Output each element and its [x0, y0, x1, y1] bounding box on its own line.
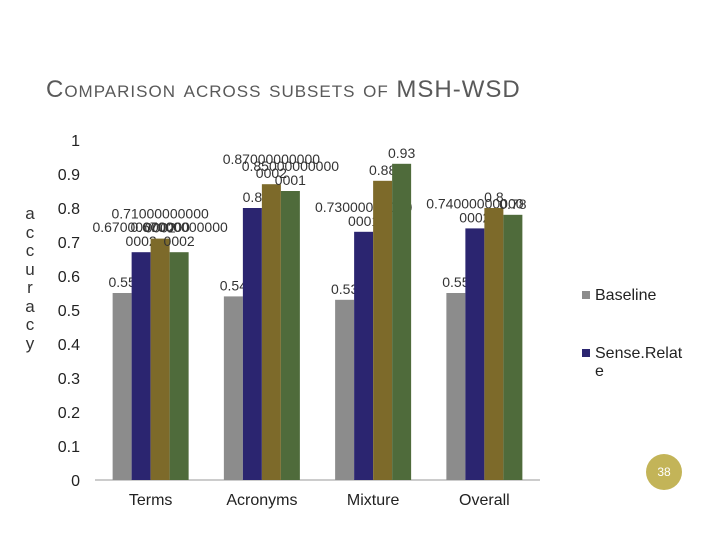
data-label: 0.67000000000 0002 [130, 219, 228, 249]
y-axis-label-letter: c [25, 222, 35, 242]
data-label-line: 0002 [256, 165, 287, 181]
data-label: 0.8 [243, 189, 263, 205]
y-tick-label: 0.5 [58, 303, 80, 320]
y-axis-label-letter: r [27, 278, 33, 297]
legend-label: Sense.Relat e [595, 345, 683, 380]
bar [465, 228, 485, 480]
bar [150, 238, 170, 480]
legend-label-line: Sense.Relat [595, 345, 683, 362]
legend-swatch [582, 349, 590, 357]
bar [242, 208, 262, 480]
data-label-line: 0.78 [499, 196, 526, 212]
bar [223, 296, 243, 480]
data-label-line: 0.67000000000 [130, 219, 228, 235]
bar [112, 293, 132, 480]
data-label-line: 0.55 [109, 274, 136, 290]
y-tick-label: 0.4 [58, 337, 80, 354]
bar [335, 299, 355, 480]
bar [373, 180, 393, 481]
y-axis-label-letter: c [25, 241, 35, 260]
data-label: 0.74000000000 0002 [426, 195, 524, 225]
bar [280, 191, 300, 480]
data-label: 0.71000000000 0002 [111, 206, 209, 236]
data-label: 0.85000000000 0001 [242, 158, 340, 188]
data-label: 0.78 [499, 196, 526, 212]
y-axis-label-letter: a [25, 296, 35, 316]
data-label: 0.53 [331, 281, 358, 297]
data-label: 0.55 [442, 274, 469, 290]
data-label-line: 0002 [164, 233, 195, 249]
data-label-line: 0.87000000000 [223, 151, 321, 167]
y-axis-label-letter: a [25, 204, 35, 223]
data-label-line: 0.93 [388, 145, 415, 161]
bar [354, 231, 374, 480]
data-label: 0.55 [109, 274, 136, 290]
data-label-line: 0001 [275, 172, 306, 188]
bar [169, 252, 189, 480]
data-label-line: 0.88 [369, 162, 396, 178]
data-label-line: 0002 [459, 209, 490, 225]
bar [261, 184, 281, 480]
y-tick-label: 0.7 [58, 235, 80, 252]
y-axis-label-letter: c [25, 315, 35, 334]
data-label: 0.88 [369, 162, 396, 178]
data-label-line: 0.55 [442, 274, 469, 290]
bar [484, 208, 504, 480]
y-tick-label: 0.6 [58, 269, 80, 286]
x-tick-label: Terms [129, 492, 173, 509]
y-tick-label: 0.8 [58, 201, 80, 218]
data-label: 0.8 [484, 189, 504, 205]
data-label-line: 0.8 [243, 189, 263, 205]
bar [131, 252, 151, 480]
data-label: 0.67000000000 0002 [92, 219, 190, 249]
data-label-line: 0.54 [220, 277, 247, 293]
legend-swatch [582, 291, 590, 299]
x-tick-label: Mixture [347, 492, 400, 509]
data-label-line: 0002 [126, 233, 157, 249]
legend-label: Baseline [595, 287, 656, 304]
slide-title: Comparison across subsets of MSH-WSD [46, 76, 521, 103]
bar [446, 293, 466, 480]
y-tick-label: 0.2 [58, 405, 80, 422]
data-label-line: 0001 [348, 213, 379, 229]
y-tick-label: 0 [71, 473, 80, 490]
x-tick-label: Acronyms [226, 492, 297, 509]
y-tick-label: 1 [71, 133, 80, 150]
data-label-line: 0.71000000000 [111, 206, 209, 222]
page-number-badge: 38 [646, 454, 682, 490]
data-label-line: 0.53 [331, 281, 358, 297]
data-label: 0.54 [220, 277, 247, 293]
bar [392, 163, 412, 481]
y-tick-label: 0.1 [58, 439, 80, 456]
data-label: 0.87000000000 0002 [223, 151, 321, 181]
legend-label-line: e [595, 363, 604, 380]
data-label-line: 0002 [145, 220, 176, 236]
data-label-line: 0.8 [484, 189, 504, 205]
data-label: 0.93 [388, 145, 415, 161]
data-label-line: 0.74000000000 [426, 195, 524, 211]
data-label-line: 0.67000000000 [92, 219, 190, 235]
y-axis-label-letter: u [25, 259, 35, 279]
y-tick-label: 0.9 [58, 167, 80, 184]
data-label-line: 0.85000000000 [242, 158, 340, 174]
y-axis-label-letter: y [25, 333, 35, 353]
bar [503, 214, 523, 481]
y-tick-label: 0.3 [58, 371, 80, 388]
x-tick-label: Overall [459, 492, 510, 509]
